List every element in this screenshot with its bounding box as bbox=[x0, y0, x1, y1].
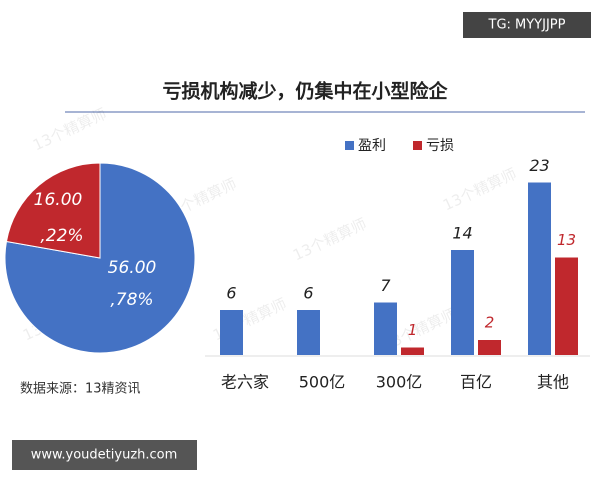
legend-label: 亏损 bbox=[426, 138, 454, 154]
bar bbox=[528, 182, 551, 355]
bar-value-label: 1 bbox=[408, 321, 418, 339]
url-text: www.youdetiyuzh.com bbox=[31, 448, 178, 463]
bar bbox=[220, 310, 243, 355]
pie-percent-label: ,78% bbox=[110, 290, 153, 310]
bar-value-label: 7 bbox=[380, 276, 391, 295]
x-tick-label: 其他 bbox=[537, 373, 569, 392]
bar bbox=[555, 257, 578, 355]
bar-value-label: 13 bbox=[557, 231, 576, 249]
x-tick-label: 老六家 bbox=[221, 373, 269, 392]
bar bbox=[374, 302, 397, 355]
url-box bbox=[12, 440, 197, 470]
bar-value-label: 2 bbox=[485, 314, 495, 332]
bar bbox=[451, 250, 474, 355]
bar-value-label: 6 bbox=[303, 284, 313, 303]
pie-slice bbox=[5, 162, 101, 259]
legend-swatch bbox=[413, 141, 422, 150]
tag-text: TG: MYYJJPP bbox=[488, 18, 566, 33]
x-tick-label: 300亿 bbox=[376, 373, 423, 392]
tag-box bbox=[463, 12, 591, 38]
bar bbox=[297, 310, 320, 355]
pie-value-label: 16.00 bbox=[34, 190, 83, 210]
bar bbox=[478, 340, 501, 355]
x-tick-label: 百亿 bbox=[460, 373, 492, 392]
bar-value-label: 14 bbox=[452, 224, 472, 243]
legend-label: 盈利 bbox=[358, 138, 386, 154]
pie-value-label: 56.00 bbox=[108, 258, 157, 278]
bar bbox=[401, 347, 424, 355]
pie-percent-label: ,22% bbox=[40, 226, 83, 246]
x-tick-label: 500亿 bbox=[299, 373, 346, 392]
bar-value-label: 23 bbox=[529, 156, 549, 175]
source: 数据来源：13精资讯 bbox=[20, 382, 141, 397]
legend-swatch bbox=[345, 141, 354, 150]
bar-value-label: 6 bbox=[226, 284, 236, 303]
pie-slice bbox=[4, 162, 196, 354]
title: 亏损机构减少，仍集中在小型险企 bbox=[162, 80, 448, 103]
